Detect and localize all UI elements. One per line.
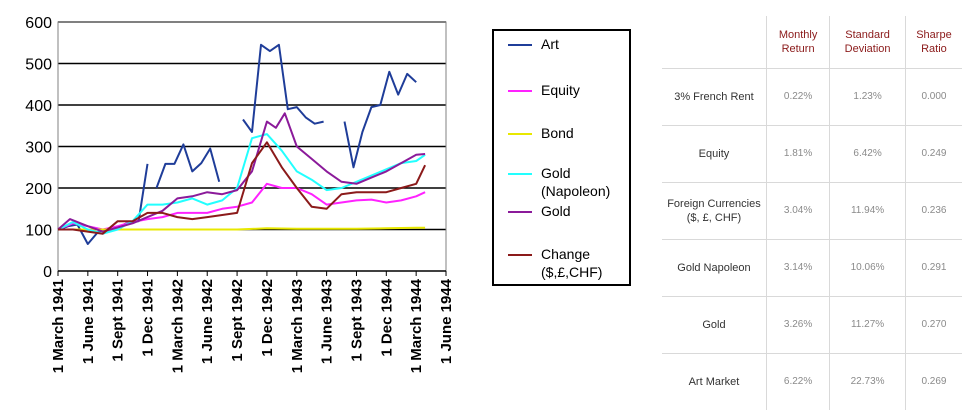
table-row: Foreign Currencies ($, £, CHF) 3.04% 11.…	[662, 183, 962, 240]
table-row: 3% French Rent 0.22% 1.23% 0.000	[662, 69, 962, 126]
legend-label: Change ($,£,CHF)	[541, 245, 602, 281]
legend-label: Art	[541, 35, 559, 53]
x-tick-label: 1 Dec 1941	[140, 279, 157, 357]
header-standard-deviation: Standard Deviation	[830, 16, 906, 69]
y-tick-label: 200	[25, 181, 52, 198]
x-tick-label: 1 June 1942	[199, 279, 216, 364]
monthly-return-cell: 1.81%	[766, 126, 829, 183]
statistics-table: Monthly Return Standard Deviation Sharpe…	[662, 16, 962, 410]
row-label: Gold Napoleon	[662, 240, 766, 297]
sharpe-ratio-cell: 0.269	[905, 354, 962, 410]
x-tick-label: 1 June 1943	[319, 279, 336, 364]
sharpe-ratio-cell: 0.270	[905, 297, 962, 354]
chart-legend: Art Equity Bond Gold (Napoleon) Gold Change (…	[492, 29, 631, 286]
row-label: Art Market	[662, 354, 766, 410]
row-label: Equity	[662, 126, 766, 183]
sharpe-ratio-cell: 0.291	[905, 240, 962, 297]
legend-line-swatch	[508, 173, 532, 175]
monthly-return-cell: 3.14%	[766, 240, 829, 297]
y-tick-label: 0	[43, 264, 52, 281]
standard-deviation-cell: 22.73%	[830, 354, 906, 410]
standard-deviation-cell: 6.42%	[830, 126, 906, 183]
x-tick-label: 1 June 1944	[438, 278, 455, 364]
header-sharpe-ratio: Sharpe Ratio	[905, 16, 962, 69]
legend-label: Bond	[541, 124, 574, 142]
x-tick-label: 1 Dec 1942	[259, 279, 276, 357]
row-label: Gold	[662, 297, 766, 354]
monthly-return-cell: 3.26%	[766, 297, 829, 354]
header-monthly-return: Monthly Return	[766, 16, 829, 69]
legend-line-swatch	[508, 211, 532, 213]
series-line-1	[58, 184, 425, 230]
legend-line-swatch	[508, 254, 532, 256]
table-row: Gold Napoleon 3.14% 10.06% 0.291	[662, 240, 962, 297]
x-tick-label: 1 June 1941	[80, 279, 97, 364]
x-tick-label: 1 March 1943	[289, 279, 306, 373]
series-line-0	[58, 45, 416, 244]
monthly-return-cell: 6.22%	[766, 354, 829, 410]
header-cell-blank	[662, 16, 766, 69]
y-tick-label: 100	[25, 223, 52, 240]
table-row: Equity 1.81% 6.42% 0.249	[662, 126, 962, 183]
sharpe-ratio-cell: 0.000	[905, 69, 962, 126]
standard-deviation-cell: 10.06%	[830, 240, 906, 297]
legend-line-swatch	[508, 44, 532, 46]
legend-line-swatch	[508, 133, 532, 135]
x-tick-label: 1 Dec 1944	[378, 278, 395, 356]
standard-deviation-cell: 11.27%	[830, 297, 906, 354]
legend-line-swatch	[508, 90, 532, 92]
x-tick-label: 1 March 1944	[408, 278, 425, 373]
x-tick-label: 1 March 1941	[50, 279, 67, 373]
y-tick-label: 300	[25, 140, 52, 157]
x-tick-label: 1 Sept 1943	[348, 279, 365, 362]
standard-deviation-cell: 1.23%	[830, 69, 906, 126]
standard-deviation-cell: 11.94%	[830, 183, 906, 240]
y-tick-label: 400	[25, 98, 52, 115]
x-tick-label: 1 Sept 1941	[110, 279, 127, 362]
row-label: Foreign Currencies ($, £, CHF)	[662, 183, 766, 240]
table-header-row: Monthly Return Standard Deviation Sharpe…	[662, 16, 962, 69]
monthly-return-cell: 0.22%	[766, 69, 829, 126]
sharpe-ratio-cell: 0.249	[905, 126, 962, 183]
legend-label: Gold	[541, 202, 571, 220]
y-tick-label: 500	[25, 57, 52, 74]
row-label: 3% French Rent	[662, 69, 766, 126]
legend-label: Equity	[541, 81, 580, 99]
legend-label: Gold (Napoleon)	[541, 164, 610, 200]
table-row: Art Market 6.22% 22.73% 0.269	[662, 354, 962, 410]
x-tick-label: 1 Sept 1942	[229, 279, 246, 362]
monthly-return-cell: 3.04%	[766, 183, 829, 240]
x-tick-label: 1 March 1942	[169, 279, 186, 373]
table-row: Gold 3.26% 11.27% 0.270	[662, 297, 962, 354]
sharpe-ratio-cell: 0.236	[905, 183, 962, 240]
line-chart: 0 100 200 300 400 500 600 1 March 1941 1 June 19…	[0, 0, 490, 407]
y-tick-label: 600	[25, 15, 52, 32]
